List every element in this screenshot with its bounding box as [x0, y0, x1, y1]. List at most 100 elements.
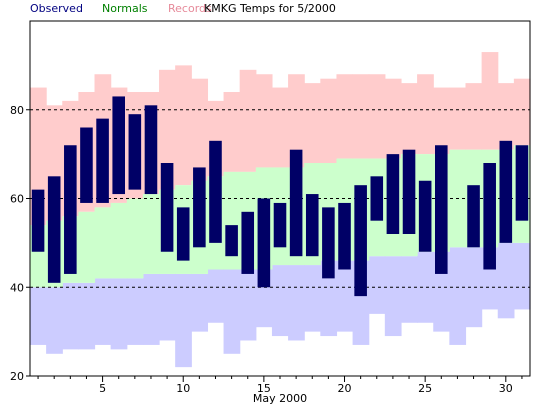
- observed-bar: [402, 149, 416, 234]
- record-high-bar: [288, 74, 305, 168]
- x-tick-label: 10: [176, 382, 190, 395]
- observed-bar: [241, 211, 255, 274]
- record-high-bar: [175, 65, 192, 186]
- observed-bar: [354, 185, 367, 297]
- record-high-bar: [449, 87, 467, 150]
- record-low-bar: [465, 247, 483, 328]
- normal-range-bar: [126, 198, 144, 279]
- x-tick-label: 5: [99, 382, 106, 395]
- x-tick-label: 30: [499, 382, 513, 395]
- x-tick-label: 25: [418, 382, 432, 395]
- observed-bar: [64, 145, 77, 274]
- record-low-bar: [400, 256, 418, 323]
- observed-bar: [96, 118, 109, 203]
- record-high-bar: [191, 78, 209, 181]
- record-high-bar: [159, 69, 176, 190]
- observed-bar: [418, 180, 432, 252]
- observed-bar: [47, 176, 61, 283]
- observed-bar: [31, 189, 45, 252]
- record-low-bar: [513, 242, 531, 310]
- observed-bar: [435, 145, 448, 274]
- record-low-bar: [175, 273, 192, 368]
- observed-bars: [31, 96, 529, 297]
- observed-bar: [209, 140, 222, 243]
- y-tick-label: 20: [10, 370, 24, 383]
- record-low-bar: [288, 265, 305, 341]
- legend-observed: Observed: [30, 2, 83, 15]
- observed-bar: [370, 176, 384, 221]
- record-low-bar: [239, 269, 257, 341]
- record-low-bar: [142, 273, 160, 345]
- record-low-bar: [336, 260, 354, 332]
- observed-bar: [144, 105, 158, 195]
- observed-bar: [386, 154, 400, 234]
- record-high-bar: [304, 83, 321, 163]
- record-high-bar: [320, 78, 338, 163]
- record-high-bar: [400, 83, 418, 155]
- record-low-bar: [207, 269, 225, 323]
- record-high-bar: [481, 52, 499, 150]
- record-low-bar: [159, 273, 176, 341]
- observed-bar: [515, 145, 529, 221]
- record-low-bar: [94, 278, 112, 345]
- record-low-bars: [30, 242, 531, 368]
- observed-bar: [112, 96, 125, 195]
- record-low-bar: [126, 278, 144, 345]
- observed-bar: [225, 225, 238, 257]
- observed-bar: [289, 149, 303, 257]
- normal-range-bar: [78, 211, 96, 283]
- axes: 20 40 60 80 5 10 15 20 25 30 May 2000: [10, 20, 531, 405]
- record-high-bar: [384, 78, 402, 159]
- normal-range-bar: [142, 194, 160, 274]
- record-low-bar: [110, 278, 128, 350]
- x-tick-label: 20: [338, 382, 352, 395]
- record-high-bar: [433, 87, 450, 155]
- record-low-bar: [271, 265, 289, 337]
- observed-bar: [273, 202, 287, 248]
- x-tick-label: 15: [257, 382, 271, 395]
- observed-bar: [160, 163, 174, 252]
- record-high-bar: [239, 69, 257, 172]
- observed-bar: [322, 207, 335, 279]
- record-low-bar: [62, 282, 79, 350]
- record-high-bar: [255, 74, 273, 168]
- y-tick-label: 60: [10, 193, 24, 206]
- record-high-bar: [417, 74, 434, 155]
- record-low-bar: [304, 265, 321, 332]
- record-high-bar: [368, 74, 386, 159]
- observed-bar: [338, 202, 351, 270]
- chart-title: KMKG Temps for 5/2000: [204, 2, 336, 15]
- legend-records: Records: [168, 2, 212, 15]
- record-high-bar: [336, 74, 354, 159]
- record-low-bar: [30, 287, 47, 345]
- observed-bar: [80, 127, 93, 203]
- record-high-bar: [513, 78, 531, 146]
- observed-bar: [467, 185, 480, 248]
- normal-range-bar: [110, 202, 128, 279]
- record-low-bar: [191, 273, 209, 332]
- x-axis-label: May 2000: [253, 392, 307, 405]
- record-low-bar: [78, 282, 96, 350]
- record-low-bar: [320, 260, 338, 337]
- record-high-bar: [465, 83, 483, 150]
- record-low-bar: [417, 251, 434, 323]
- y-tick-label: 80: [10, 104, 24, 117]
- record-low-bar: [449, 247, 467, 345]
- observed-bar: [499, 140, 513, 243]
- observed-bar: [128, 114, 142, 190]
- observed-bar: [305, 194, 319, 257]
- record-high-bar: [223, 92, 241, 172]
- y-tick-label: 40: [10, 281, 24, 294]
- observed-bar: [176, 207, 190, 261]
- record-low-bar: [223, 269, 241, 354]
- normal-range-bar: [94, 207, 112, 279]
- record-low-bar: [368, 256, 386, 314]
- record-high-bar: [271, 87, 289, 168]
- observed-bar: [257, 198, 271, 288]
- record-high-bar: [352, 74, 370, 159]
- legend-normals: Normals: [102, 2, 148, 15]
- record-low-bar: [384, 256, 402, 337]
- observed-bar: [193, 167, 206, 248]
- observed-bar: [483, 163, 496, 270]
